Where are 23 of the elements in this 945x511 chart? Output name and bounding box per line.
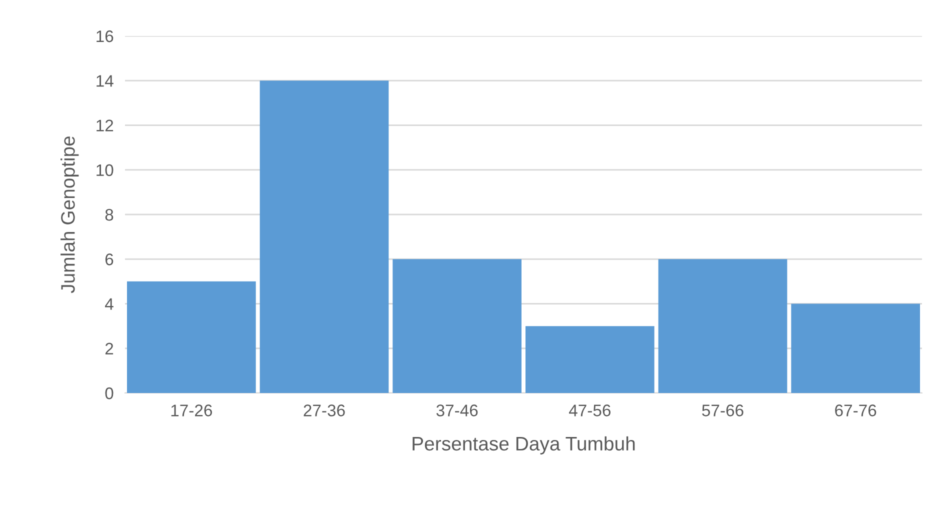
bar <box>791 304 920 393</box>
x-tick-label: 27-36 <box>304 404 345 416</box>
x-tick-label: 37-46 <box>436 404 478 416</box>
x-tick-label: 67-76 <box>835 404 876 416</box>
y-tick-label: 8 <box>105 208 114 221</box>
bar <box>260 80 389 393</box>
bar <box>126 281 256 393</box>
bar <box>392 259 522 393</box>
y-tick-label: 0 <box>105 387 114 400</box>
y-tick-label: 4 <box>105 298 114 310</box>
y-tick-label: 16 <box>96 30 114 42</box>
x-axis-title: Persentase Daya Tumbuh <box>412 436 635 454</box>
y-tick-label: 12 <box>96 120 114 132</box>
x-tick-label: 17-26 <box>171 404 212 416</box>
bar <box>525 326 654 393</box>
x-tick-label: 47-56 <box>568 404 610 416</box>
y-tick-label: 2 <box>105 342 114 354</box>
y-tick-label: 14 <box>96 75 114 87</box>
y-axis-title: Jumlah Genoptipe <box>60 136 79 294</box>
y-tick-label: 10 <box>96 164 114 176</box>
bar <box>658 259 788 393</box>
y-tick-label: 6 <box>105 254 114 266</box>
x-tick-label: 57-66 <box>702 404 744 416</box>
